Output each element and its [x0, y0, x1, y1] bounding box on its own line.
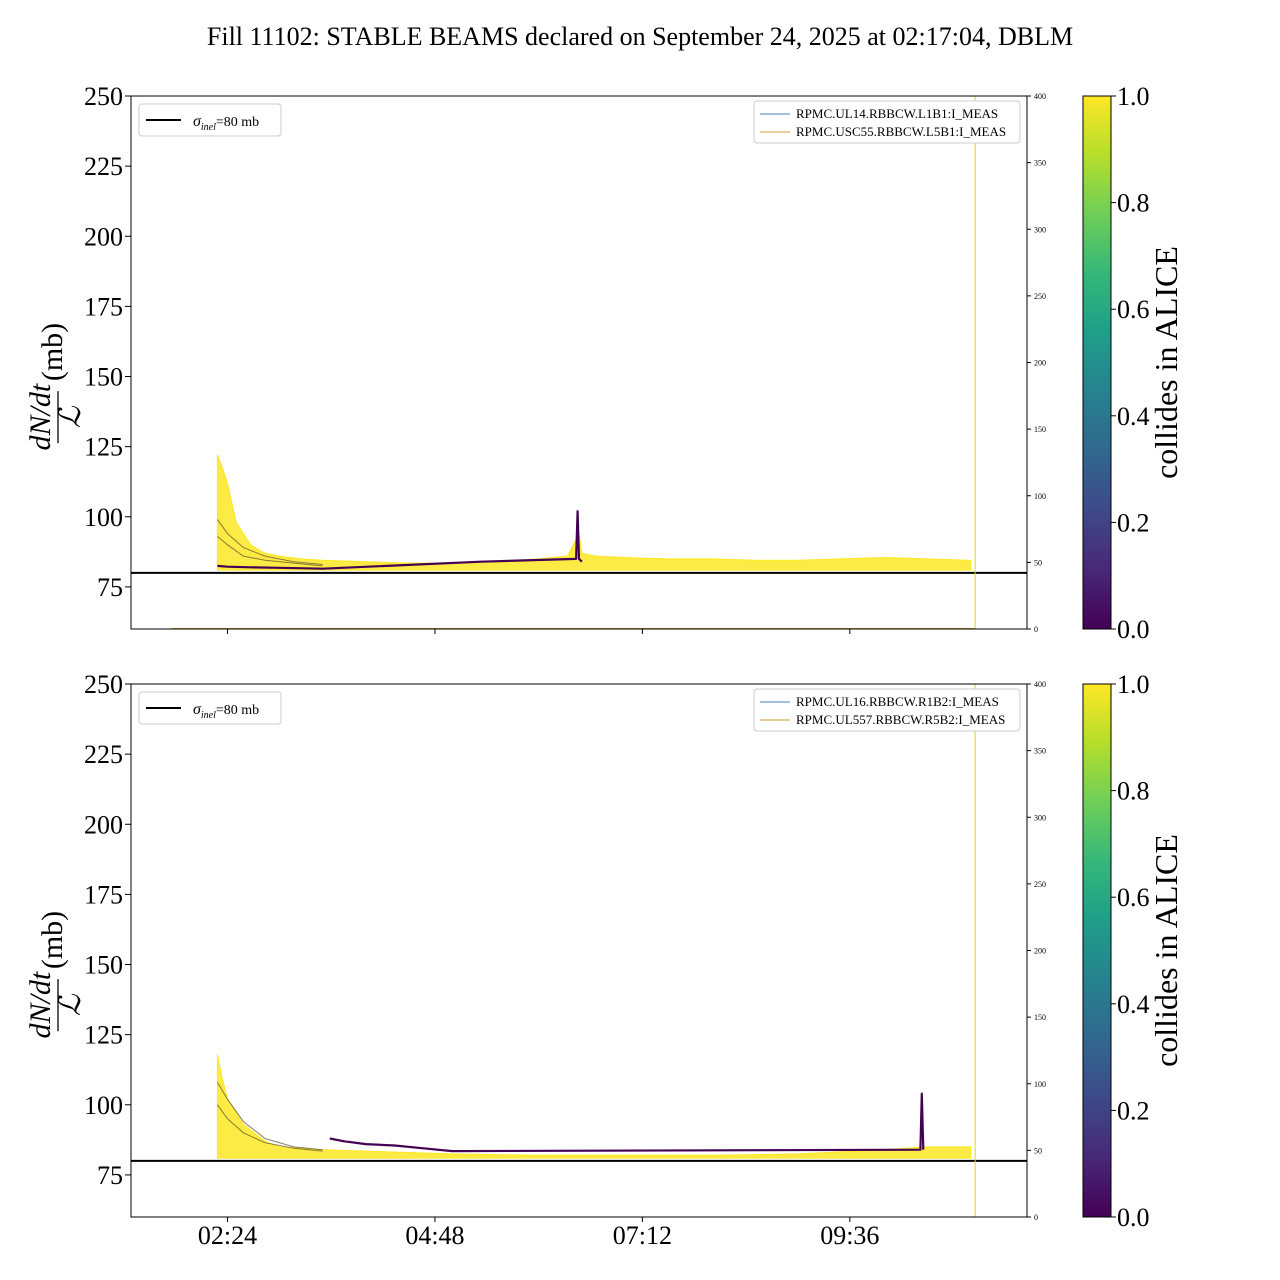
decay-curve-0	[216, 519, 323, 565]
colorbar-tick-label: 0.0	[1117, 615, 1150, 644]
ytick-label: 250	[84, 670, 123, 699]
colorbar-gradient	[1082, 95, 1112, 630]
y2tick-label: 250	[1034, 292, 1046, 301]
ytick-label: 175	[84, 292, 123, 321]
legend-sigma-sub: inel	[201, 122, 216, 133]
legend-sigma-sub: inel	[201, 710, 216, 721]
ylabel-unit: (mb)	[36, 323, 69, 381]
colorbar-tick-label: 0.8	[1117, 189, 1150, 218]
ytick-label: 75	[97, 1161, 123, 1190]
legend-sigma-rest: =80 mb	[216, 115, 259, 130]
ylabel-unit: (mb)	[36, 911, 69, 969]
ytick-label: 150	[84, 951, 123, 980]
ylabel-denominator: ℒ	[54, 405, 87, 428]
ytick-label: 175	[84, 880, 123, 909]
y2tick-label: 0	[1034, 625, 1038, 634]
ytick-label: 150	[84, 363, 123, 392]
plot-area	[216, 1054, 972, 1159]
colorbar-tick-label: 0.2	[1117, 508, 1150, 537]
colorbar-tick-label: 1.0	[1117, 670, 1150, 699]
y2tick-label: 50	[1034, 1146, 1042, 1155]
colorbar: 0.0 0.2 0.4 0.6 0.8 1.0 collides in ALICE	[1082, 82, 1184, 644]
colorbar-tick-label: 0.0	[1117, 1203, 1150, 1232]
colorbar-tick-label: 0.4	[1117, 402, 1150, 431]
panel-top: 75 100 125 150 175 200 225 250 0 50 100 150 200 250 30…	[24, 82, 1184, 644]
ylabel-numerator: dN/dt	[24, 383, 57, 450]
xtick-label: 07:12	[613, 1221, 672, 1250]
y2tick-label: 200	[1034, 947, 1046, 956]
y2tick-label: 50	[1034, 558, 1042, 567]
plot-area	[171, 454, 976, 629]
y2tick-label: 300	[1034, 813, 1046, 822]
axes-frame	[130, 683, 1028, 1218]
legend-box	[138, 691, 282, 725]
ytick-label: 200	[84, 810, 123, 839]
y-axis-label: dN/dtℒ (mb)	[24, 323, 87, 451]
ytick-label: 250	[84, 82, 123, 111]
legend-rpmc: RPMC.UL16.RBBCW.R1B2:I_MEAS RPMC.UL557.RB…	[753, 688, 1021, 732]
series-line-1	[329, 1092, 925, 1153]
ytick-label: 125	[84, 433, 123, 462]
series-band-0	[216, 454, 972, 571]
decay-curve-1	[216, 1104, 323, 1152]
legend-entry-label: RPMC.UL557.RBBCW.R5B2:I_MEAS	[796, 712, 1005, 727]
colorbar-tick-label: 1.0	[1117, 82, 1150, 111]
colorbar-tick-label: 0.4	[1117, 990, 1150, 1019]
ytick-label: 75	[97, 573, 123, 602]
y2tick-label: 200	[1034, 359, 1046, 368]
y2tick-label: 250	[1034, 880, 1046, 889]
legend-label: σinel=80 mb	[193, 701, 259, 721]
ytick-label: 225	[84, 152, 123, 181]
y2tick-label: 0	[1034, 1213, 1038, 1222]
legend-entry-label: RPMC.USC55.RBBCW.L5B1:I_MEAS	[796, 124, 1006, 139]
y2tick-label: 300	[1034, 225, 1046, 234]
panel-bottom: 75 100 125 150 175 200 225 250 0 50 100 150 200 250 30…	[24, 670, 1184, 1250]
series-line-1	[217, 510, 583, 570]
ytick-label: 100	[84, 503, 123, 532]
colorbar: 0.0 0.2 0.4 0.6 0.8 1.0 collides in ALICE	[1082, 670, 1184, 1232]
legend-rpmc: RPMC.UL14.RBBCW.L1B1:I_MEAS RPMC.USC55.RB…	[753, 100, 1021, 144]
xtick-label: 04:48	[405, 1221, 464, 1250]
y2tick-label: 150	[1034, 1013, 1046, 1022]
figure-title: Fill 11102: STABLE BEAMS declared on Sep…	[207, 22, 1073, 51]
y2tick-label: 400	[1034, 680, 1046, 689]
ylabel-numerator: dN/dt	[24, 971, 57, 1038]
xtick-label: 02:24	[198, 1221, 257, 1250]
ytick-label: 125	[84, 1021, 123, 1050]
ytick-label: 100	[84, 1091, 123, 1120]
legend-box	[753, 100, 1021, 144]
y2tick-label: 100	[1034, 1080, 1046, 1089]
decay-curve-1	[217, 536, 323, 567]
colorbar-gradient	[1082, 683, 1112, 1218]
colorbar-tick-label: 0.8	[1117, 777, 1150, 806]
y-axis-label: dN/dtℒ (mb)	[24, 911, 87, 1039]
ytick-label: 200	[84, 222, 123, 251]
legend-sigma: σ	[193, 113, 202, 130]
y2tick-label: 350	[1034, 159, 1046, 168]
ylabel-denominator: ℒ	[54, 993, 87, 1016]
colorbar-tick-label: 0.6	[1117, 295, 1150, 324]
legend-sigma-rest: =80 mb	[216, 703, 259, 718]
legend-entry-label: RPMC.UL16.RBBCW.R1B2:I_MEAS	[796, 694, 999, 709]
colorbar-label: collides in ALICE	[1148, 834, 1184, 1067]
legend-box	[753, 688, 1021, 732]
y2tick-label: 150	[1034, 425, 1046, 434]
y2tick-label: 350	[1034, 747, 1046, 756]
legend-hline: σinel=80 mb	[138, 691, 282, 725]
series-band-0	[216, 1054, 972, 1159]
legend-hline: σinel=80 mb	[138, 103, 282, 137]
legend-label: σinel=80 mb	[193, 113, 259, 133]
colorbar-tick-label: 0.6	[1117, 883, 1150, 912]
colorbar-label: collides in ALICE	[1148, 246, 1184, 479]
ytick-label: 225	[84, 740, 123, 769]
legend-entry-label: RPMC.UL14.RBBCW.L1B1:I_MEAS	[796, 106, 998, 121]
decay-curve-0	[216, 1082, 323, 1151]
legend-sigma: σ	[193, 701, 202, 718]
y2tick-label: 400	[1034, 92, 1046, 101]
y2tick-label: 100	[1034, 492, 1046, 501]
colorbar-tick-label: 0.2	[1117, 1096, 1150, 1125]
xtick-label: 09:36	[820, 1221, 879, 1250]
legend-box	[138, 103, 282, 137]
